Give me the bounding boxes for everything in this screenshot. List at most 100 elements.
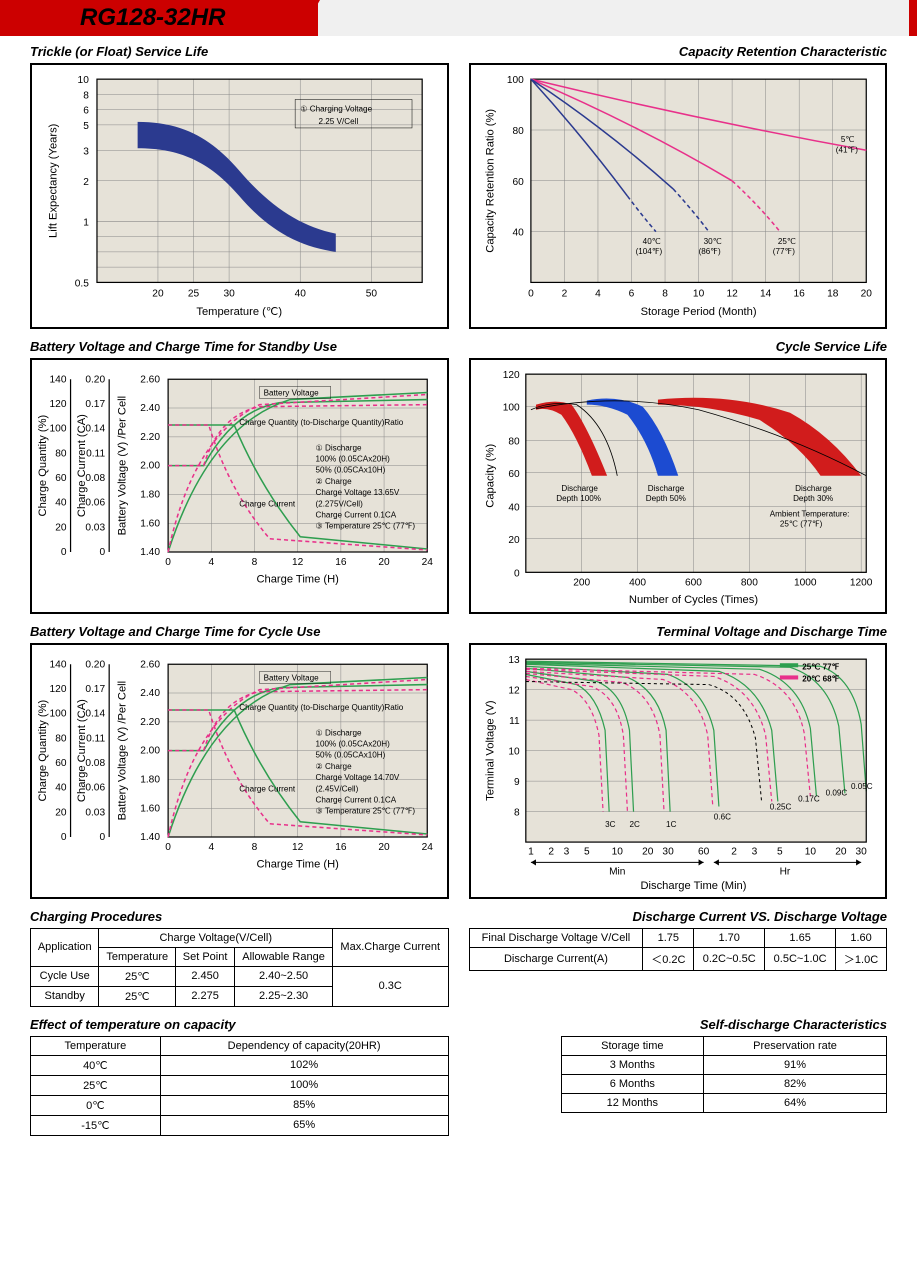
svg-text:(77℉): (77℉) xyxy=(772,247,794,256)
svg-text:8: 8 xyxy=(252,842,258,853)
svg-text:0.20: 0.20 xyxy=(85,659,105,670)
chart-title-standby: Battery Voltage and Charge Time for Stan… xyxy=(30,339,449,354)
table-title-dischargeiv: Discharge Current VS. Discharge Voltage xyxy=(469,909,888,924)
svg-text:0.08: 0.08 xyxy=(85,758,105,769)
chart-title-trickle: Trickle (or Float) Service Life xyxy=(30,44,449,59)
svg-text:(2.275V/Cell): (2.275V/Cell) xyxy=(315,499,363,508)
svg-text:16: 16 xyxy=(793,289,805,300)
svg-text:0.6C: 0.6C xyxy=(713,813,730,822)
svg-text:1200: 1200 xyxy=(849,578,872,589)
svg-text:Min: Min xyxy=(609,867,625,878)
svg-text:(2.45V/Cell): (2.45V/Cell) xyxy=(315,784,358,793)
svg-text:14: 14 xyxy=(759,289,771,300)
chart-cycle-charge: Battery VoltageCharge Quantity (to-Disch… xyxy=(30,643,449,899)
chart-title-cyclelife: Cycle Service Life xyxy=(469,339,888,354)
svg-text:Terminal Voltage (V): Terminal Voltage (V) xyxy=(484,700,496,801)
svg-text:10: 10 xyxy=(692,289,704,300)
svg-text:② Charge: ② Charge xyxy=(315,762,352,771)
svg-text:Ambient Temperature:: Ambient Temperature: xyxy=(769,509,849,518)
svg-text:60: 60 xyxy=(512,177,524,188)
header-bar: RG128-32HR xyxy=(0,0,917,36)
svg-text:0.17C: 0.17C xyxy=(798,794,820,803)
svg-text:100: 100 xyxy=(502,403,519,414)
svg-text:Battery Voltage (V) /Per Cell: Battery Voltage (V) /Per Cell xyxy=(116,681,128,821)
svg-text:24: 24 xyxy=(422,557,434,568)
svg-text:0.09C: 0.09C xyxy=(825,788,847,797)
svg-text:140: 140 xyxy=(50,659,67,670)
chart-cycle-life: DischargeDepth 100% DischargeDepth 50% D… xyxy=(469,358,888,614)
svg-text:0.06: 0.06 xyxy=(85,498,105,509)
svg-text:Charge Quantity (%): Charge Quantity (%) xyxy=(37,415,49,517)
svg-text:1.60: 1.60 xyxy=(140,803,160,814)
svg-text:Discharge: Discharge xyxy=(795,484,832,493)
svg-text:0.17: 0.17 xyxy=(85,684,105,695)
svg-text:0: 0 xyxy=(99,547,105,558)
svg-text:2.40: 2.40 xyxy=(140,403,160,414)
svg-text:25℃ 77℉: 25℃ 77℉ xyxy=(802,662,839,671)
svg-text:Storage Period (Month): Storage Period (Month) xyxy=(640,306,756,318)
svg-text:12: 12 xyxy=(726,289,738,300)
svg-text:0: 0 xyxy=(165,842,171,853)
svg-text:② Charge: ② Charge xyxy=(315,477,352,486)
svg-text:20: 20 xyxy=(55,807,67,818)
note: ① Charging Voltage xyxy=(300,105,372,114)
table-title-tempcap: Effect of temperature on capacity xyxy=(30,1017,449,1032)
svg-text:12: 12 xyxy=(292,842,304,853)
svg-text:40℃: 40℃ xyxy=(642,237,660,246)
svg-text:30: 30 xyxy=(223,289,235,300)
svg-text:0: 0 xyxy=(165,557,171,568)
chart-title-cyclecharge: Battery Voltage and Charge Time for Cycl… xyxy=(30,624,449,639)
svg-text:40: 40 xyxy=(295,289,307,300)
svg-text:20: 20 xyxy=(860,289,872,300)
svg-text:2: 2 xyxy=(548,846,554,857)
svg-text:3: 3 xyxy=(751,846,757,857)
svg-text:800: 800 xyxy=(740,578,757,589)
svg-text:80: 80 xyxy=(55,448,67,459)
svg-text:Discharge: Discharge xyxy=(561,484,598,493)
svg-text:120: 120 xyxy=(50,684,67,695)
chart-title-capret: Capacity Retention Characteristic xyxy=(469,44,888,59)
svg-text:3C: 3C xyxy=(605,820,616,829)
svg-text:1.60: 1.60 xyxy=(140,518,160,529)
svg-text:Temperature (℃): Temperature (℃) xyxy=(196,306,282,318)
svg-text:2.60: 2.60 xyxy=(140,374,160,385)
svg-text:40: 40 xyxy=(512,228,524,239)
svg-text:Charge Current 0.1CA: Charge Current 0.1CA xyxy=(315,511,396,520)
chart-standby-charge: Battery VoltageCharge Quantity (to-Disch… xyxy=(30,358,449,614)
svg-text:Charge Quantity (%): Charge Quantity (%) xyxy=(37,699,49,801)
svg-text:30: 30 xyxy=(855,846,867,857)
svg-text:80: 80 xyxy=(508,436,520,447)
svg-text:4: 4 xyxy=(208,557,214,568)
svg-text:2.00: 2.00 xyxy=(140,461,160,472)
svg-text:25℃ (77℉): 25℃ (77℉) xyxy=(779,520,822,529)
svg-text:25℃: 25℃ xyxy=(777,237,795,246)
svg-text:0: 0 xyxy=(61,547,67,558)
svg-text:Number of Cycles (Times): Number of Cycles (Times) xyxy=(628,594,757,606)
svg-text:0.20: 0.20 xyxy=(85,374,105,385)
svg-text:0: 0 xyxy=(99,832,105,843)
svg-text:24: 24 xyxy=(422,842,434,853)
chart-capacity-retention: 5℃(41℉) 25℃(77℉) 30℃(86℉) 40℃(104℉) 100 … xyxy=(469,63,888,329)
table-discharge-iv: Final Discharge Voltage V/Cell 1.75 1.70… xyxy=(469,928,888,971)
svg-text:30℃: 30℃ xyxy=(703,237,721,246)
svg-text:8: 8 xyxy=(514,808,520,819)
svg-text:2.60: 2.60 xyxy=(140,659,160,670)
svg-text:Charge Current: Charge Current xyxy=(239,784,296,793)
svg-text:8: 8 xyxy=(662,289,668,300)
svg-text:50% (0.05CAx10H): 50% (0.05CAx10H) xyxy=(315,751,385,760)
svg-text:Discharge Time (Min): Discharge Time (Min) xyxy=(640,880,746,892)
svg-text:100% (0.05CAx20H): 100% (0.05CAx20H) xyxy=(315,740,390,749)
svg-text:600: 600 xyxy=(685,578,702,589)
svg-text:4: 4 xyxy=(208,842,214,853)
svg-text:1.40: 1.40 xyxy=(140,832,160,843)
svg-text:60: 60 xyxy=(508,469,520,480)
svg-text:0.14: 0.14 xyxy=(85,709,105,720)
svg-text:1: 1 xyxy=(83,218,89,229)
svg-text:Charge Time (H): Charge Time (H) xyxy=(256,574,339,586)
svg-text:11: 11 xyxy=(509,716,520,727)
svg-text:Capacity Retention Ratio (%): Capacity Retention Ratio (%) xyxy=(484,109,496,253)
svg-text:0.11: 0.11 xyxy=(86,448,105,459)
svg-text:① Discharge: ① Discharge xyxy=(315,728,362,737)
svg-text:1.80: 1.80 xyxy=(140,774,160,785)
svg-text:5℃: 5℃ xyxy=(840,135,854,144)
